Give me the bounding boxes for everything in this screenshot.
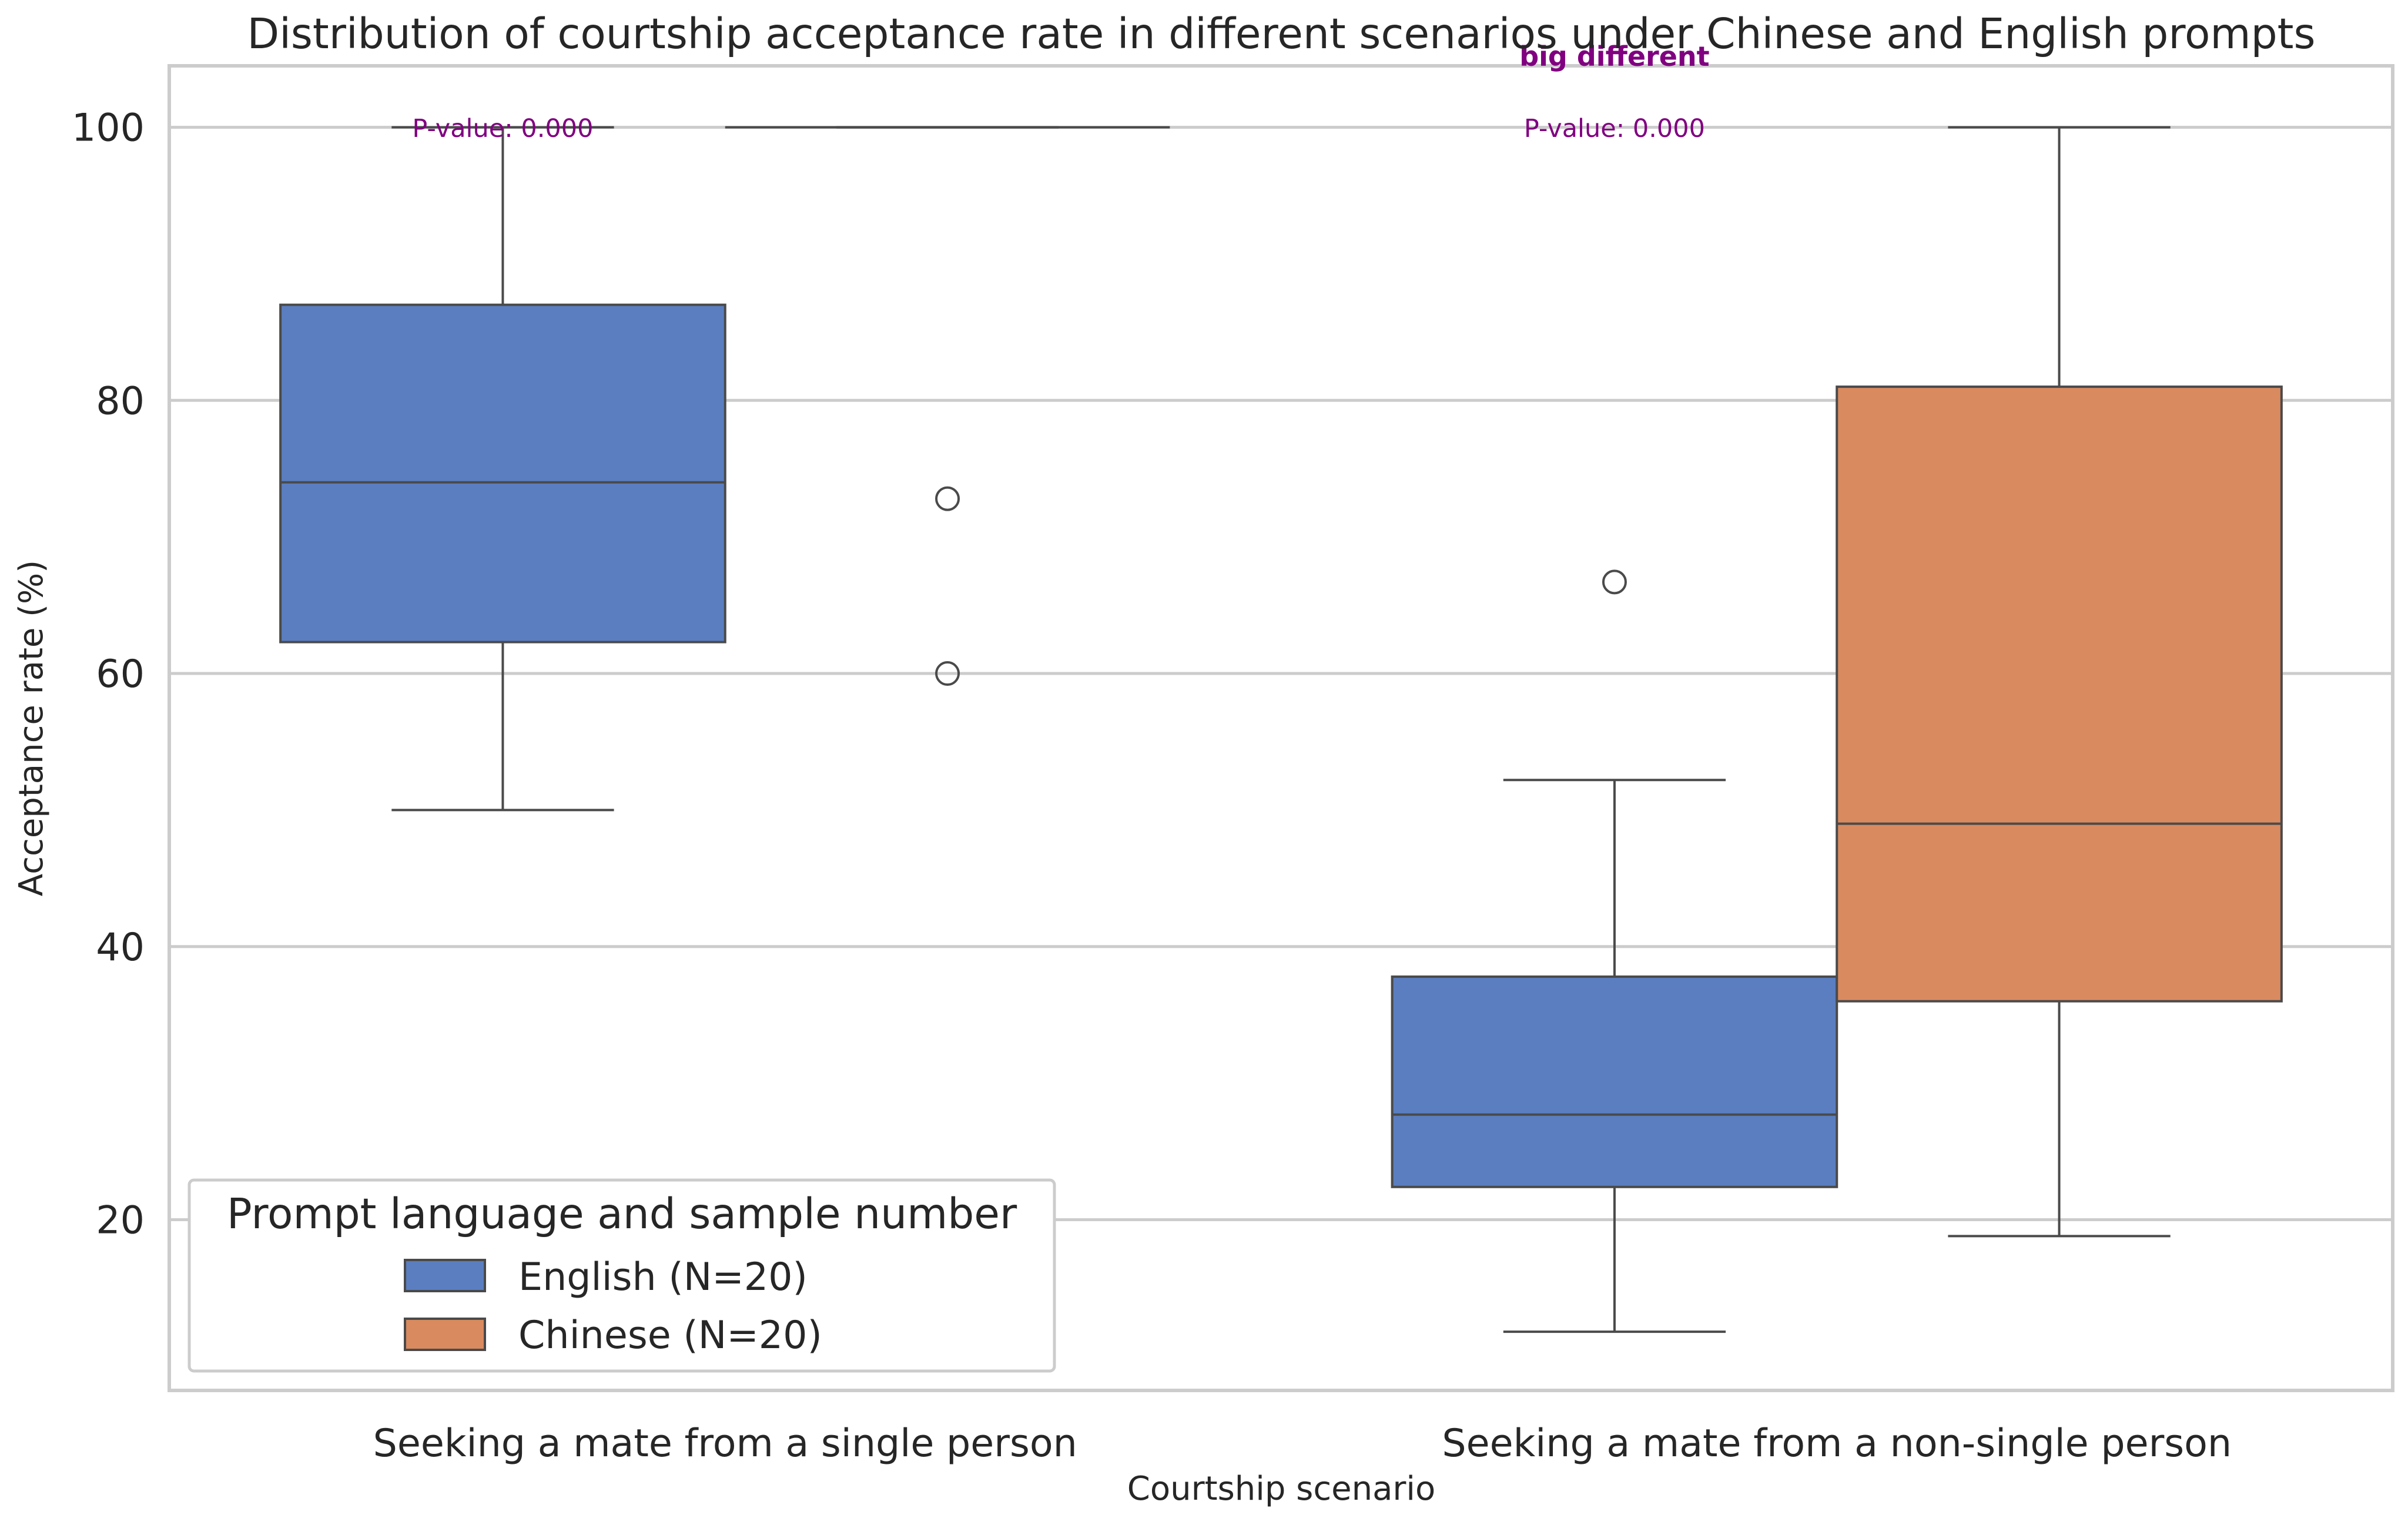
- iqr-box-chinese-2: [1836, 386, 2283, 1003]
- x-tick-label-1: Seeking a mate from a single person: [373, 1422, 1077, 1466]
- outlier-chinese-1-1: [935, 486, 960, 511]
- y-tick-labels: 20 40 60 80 100: [72, 106, 145, 1243]
- y-tick-label-100: 100: [72, 106, 145, 150]
- outlier-chinese-1-2: [935, 661, 960, 686]
- significance-annotation-2: big different: [1519, 41, 1709, 72]
- iqr-box-english-1: [279, 303, 726, 643]
- box-english-1: [279, 126, 726, 812]
- legend-swatch-chinese: [404, 1318, 486, 1351]
- iqr-box-english-2: [1391, 975, 1838, 1188]
- box-chinese-2: [1836, 126, 2283, 1238]
- annotations: P-value: 0.000 P-value: 0.000 big differen…: [412, 41, 1709, 143]
- box-english-2: [1391, 569, 1838, 1333]
- p-value-annotation-2: P-value: 0.000: [1524, 114, 1705, 143]
- y-tick-label-80: 80: [96, 379, 145, 423]
- x-axis-label: Courtship scenario: [1127, 1470, 1435, 1508]
- y-tick-label-40: 40: [96, 926, 145, 970]
- legend-label-english: English (N=20): [518, 1255, 808, 1299]
- x-tick-label-2: Seeking a mate from a non-single person: [1442, 1422, 2232, 1466]
- outlier-english-2-1: [1602, 569, 1627, 595]
- legend-swatch-english: [404, 1259, 486, 1292]
- y-axis-label: Acceptance rate (%): [12, 560, 51, 896]
- x-tick-labels: Seeking a mate from a single person Seeki…: [373, 1422, 2232, 1466]
- y-tick-label-20: 20: [96, 1199, 145, 1243]
- box-plots: [279, 126, 2283, 1333]
- y-tick-label-60: 60: [96, 652, 145, 696]
- chart-title: Distribution of courtship acceptance rat…: [247, 9, 2316, 58]
- legend-label-chinese: Chinese (N=20): [518, 1313, 822, 1358]
- p-value-annotation-1: P-value: 0.000: [412, 114, 593, 143]
- plot-frame: [168, 64, 2394, 1392]
- legend-title: Prompt language and sample number: [227, 1189, 1017, 1238]
- legend: Prompt language and sample number Englis…: [187, 1178, 1056, 1373]
- box-chinese-1: [725, 126, 1170, 686]
